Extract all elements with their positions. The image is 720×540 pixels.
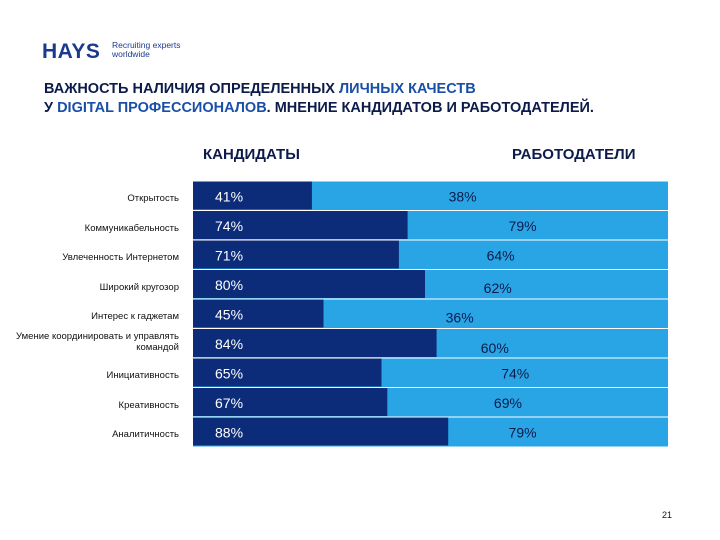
title-part4: DIGITAL ПРОФЕССИОНАЛОВ [57,100,267,116]
legend-employers: РАБОТОДАТЕЛИ [512,146,636,163]
category-label-7: Креативность [118,399,179,411]
legend-candidates: КАНДИДАТЫ [203,146,300,163]
value-label-employers-0: 38% [449,189,477,205]
bar-candidates-8 [193,417,449,446]
category-label-8: Аналитичность [112,429,179,440]
bar-candidates-4 [193,299,324,328]
title-part3: У [44,100,58,116]
value-label-candidates-4: 45% [215,307,243,323]
bar-candidates-0 [193,181,312,210]
bar-candidates-5 [193,329,437,357]
value-label-candidates-5: 84% [215,336,243,352]
value-label-employers-4: 36% [446,310,474,326]
category-label-1: Коммуникабельность [84,222,179,234]
logo-tagline-line2: worldwide [112,49,150,59]
category-label-4: Интерес к гаджетам [91,311,179,322]
category-label-5: Умение координировать и управлять команд… [16,330,179,353]
value-label-candidates-1: 74% [215,218,243,234]
category-label-6: Инициативность [106,370,180,381]
page-number: 21 [662,510,673,520]
bar-candidates-2 [193,240,399,269]
bar-candidates-1 [193,211,408,239]
title-part1: ВАЖНОСТЬ НАЛИЧИЯ ОПРЕДЕЛЕННЫХ [44,81,339,97]
logo-tagline: Recruiting experts worldwide [112,41,202,59]
category-label-3: Широкий кругозор [99,281,179,293]
value-label-employers-8: 79% [509,425,537,441]
value-label-candidates-3: 80% [215,277,243,293]
value-label-candidates-8: 88% [215,425,243,441]
title-part5: . МНЕНИЕ КАНДИДАТОВ И РАБОТОДАТЕЛЕЙ. [266,100,594,116]
value-label-employers-3: 62% [484,280,512,296]
value-label-candidates-6: 65% [215,366,243,382]
chart-title: ВАЖНОСТЬ НАЛИЧИЯ ОПРЕДЕЛЕННЫХ ЛИЧНЫХ КАЧ… [44,80,644,118]
value-label-employers-6: 74% [501,366,529,382]
title-part2: ЛИЧНЫХ КАЧЕСТВ [339,81,476,97]
logo-tagline-line1: Recruiting experts [112,40,181,50]
value-label-employers-1: 79% [509,218,537,234]
bar-candidates-6 [193,358,382,387]
value-label-candidates-2: 71% [215,248,243,264]
bar-candidates-3 [193,270,425,298]
bar-candidates-7 [193,388,388,416]
value-label-employers-5: 60% [481,340,509,356]
value-label-candidates-0: 41% [215,189,243,205]
category-label-0: Открытость [127,193,179,204]
value-label-employers-2: 64% [487,248,515,264]
category-label-2: Увлеченность Интернетом [62,252,179,263]
logo-wordmark: HAYS [42,40,101,63]
value-label-candidates-7: 67% [215,395,243,411]
value-label-employers-7: 69% [494,395,522,411]
